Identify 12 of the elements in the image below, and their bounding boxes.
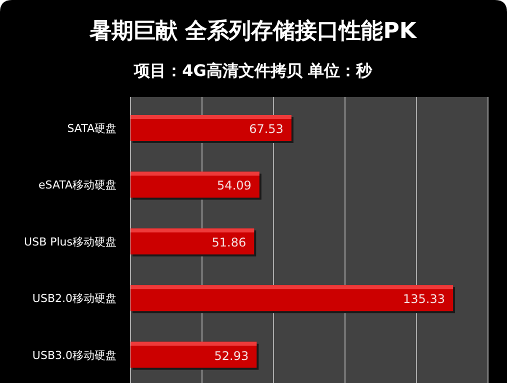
y-tick-label: USB3.0移动硬盘 — [32, 348, 116, 362]
y-tick-label: SATA硬盘 — [67, 122, 116, 135]
data-label: 67.53 — [249, 122, 284, 136]
y-tick-label: USB Plus移动硬盘 — [24, 235, 116, 248]
chart-subtitle: 项目：4G高清文件拷贝 单位：秒 — [133, 61, 373, 80]
data-label: 51.86 — [212, 235, 246, 250]
y-tick-label: eSATA移动硬盘 — [38, 178, 116, 192]
y-tick-label: USB2.0移动硬盘 — [32, 292, 116, 306]
chart-title: 暑期巨献 全系列存储接口性能PK — [88, 19, 418, 44]
data-label: 54.09 — [217, 178, 252, 193]
data-label: 135.33 — [403, 292, 446, 306]
data-label: 52.93 — [214, 348, 249, 363]
